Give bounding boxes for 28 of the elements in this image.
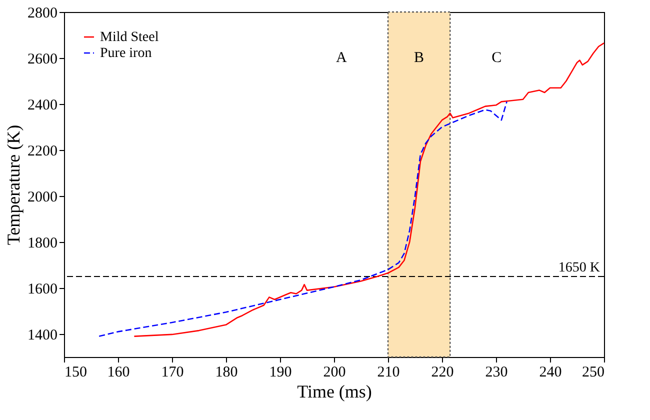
y-tick-label: 1600 — [28, 282, 58, 298]
y-tick-label: 2200 — [28, 144, 58, 160]
x-tick-label: 200 — [323, 364, 346, 380]
y-tick-label: 2000 — [28, 190, 58, 206]
annotation: A — [336, 50, 348, 66]
annotation: C — [492, 50, 502, 66]
y-tick-label: 2400 — [28, 98, 58, 114]
x-tick-label: 170 — [161, 364, 184, 380]
y-tick-label: 2600 — [28, 52, 58, 68]
legend-label: Mild Steel — [100, 30, 159, 45]
annotation: B — [414, 50, 424, 66]
line-series — [98, 101, 508, 337]
x-tick-label: 150 — [64, 364, 87, 380]
legend-label: Pure iron — [100, 46, 152, 61]
x-tick-label: 230 — [485, 364, 508, 380]
x-axis-title: Time (ms) — [297, 382, 372, 402]
y-tick-label: 2800 — [28, 6, 58, 22]
x-tick-label: 210 — [377, 364, 400, 380]
y-axis-title: Temperature (K) — [4, 124, 24, 246]
x-tick-label: 220 — [431, 364, 454, 380]
x-tick-label: 160 — [107, 364, 130, 380]
x-tick-label: 240 — [539, 364, 562, 380]
x-tick-label: 250 — [582, 364, 604, 380]
y-tick-label: 1800 — [28, 236, 58, 252]
x-tick-label: 180 — [215, 364, 238, 380]
ref-line-label: 1650 K — [558, 260, 600, 276]
y-tick-label: 1400 — [28, 328, 58, 344]
x-tick-label: 190 — [269, 364, 292, 380]
